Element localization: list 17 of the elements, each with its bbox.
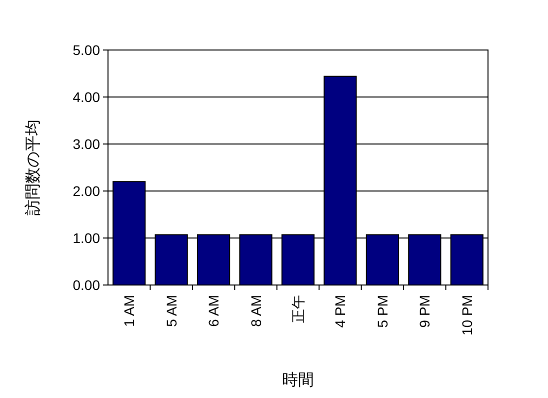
x-tick-label: 5 AM	[163, 295, 180, 327]
x-tick-label: 8 AM	[248, 295, 264, 327]
y-tick-label: 2.00	[72, 183, 100, 199]
y-tick-label: 5.00	[72, 42, 100, 58]
y-tick-label: 4.00	[72, 89, 100, 105]
y-axis-title: 訪問数の平均	[24, 120, 42, 216]
x-tick-label: 5 PM	[374, 295, 390, 328]
x-tick-label: 4 PM	[332, 295, 348, 328]
x-axis-title: 時間	[282, 371, 314, 389]
y-tick-label: 0.00	[72, 277, 100, 293]
x-tick-label: 6 AM	[206, 295, 222, 327]
x-tick-label: 1 AM	[121, 295, 138, 327]
y-tick-label: 1.00	[72, 230, 100, 246]
x-tick-label: 10 PM	[458, 295, 475, 336]
x-tick-label: 正午	[290, 295, 306, 323]
y-tick-label: 3.00	[72, 136, 100, 152]
x-tick-label: 9 PM	[416, 295, 433, 328]
